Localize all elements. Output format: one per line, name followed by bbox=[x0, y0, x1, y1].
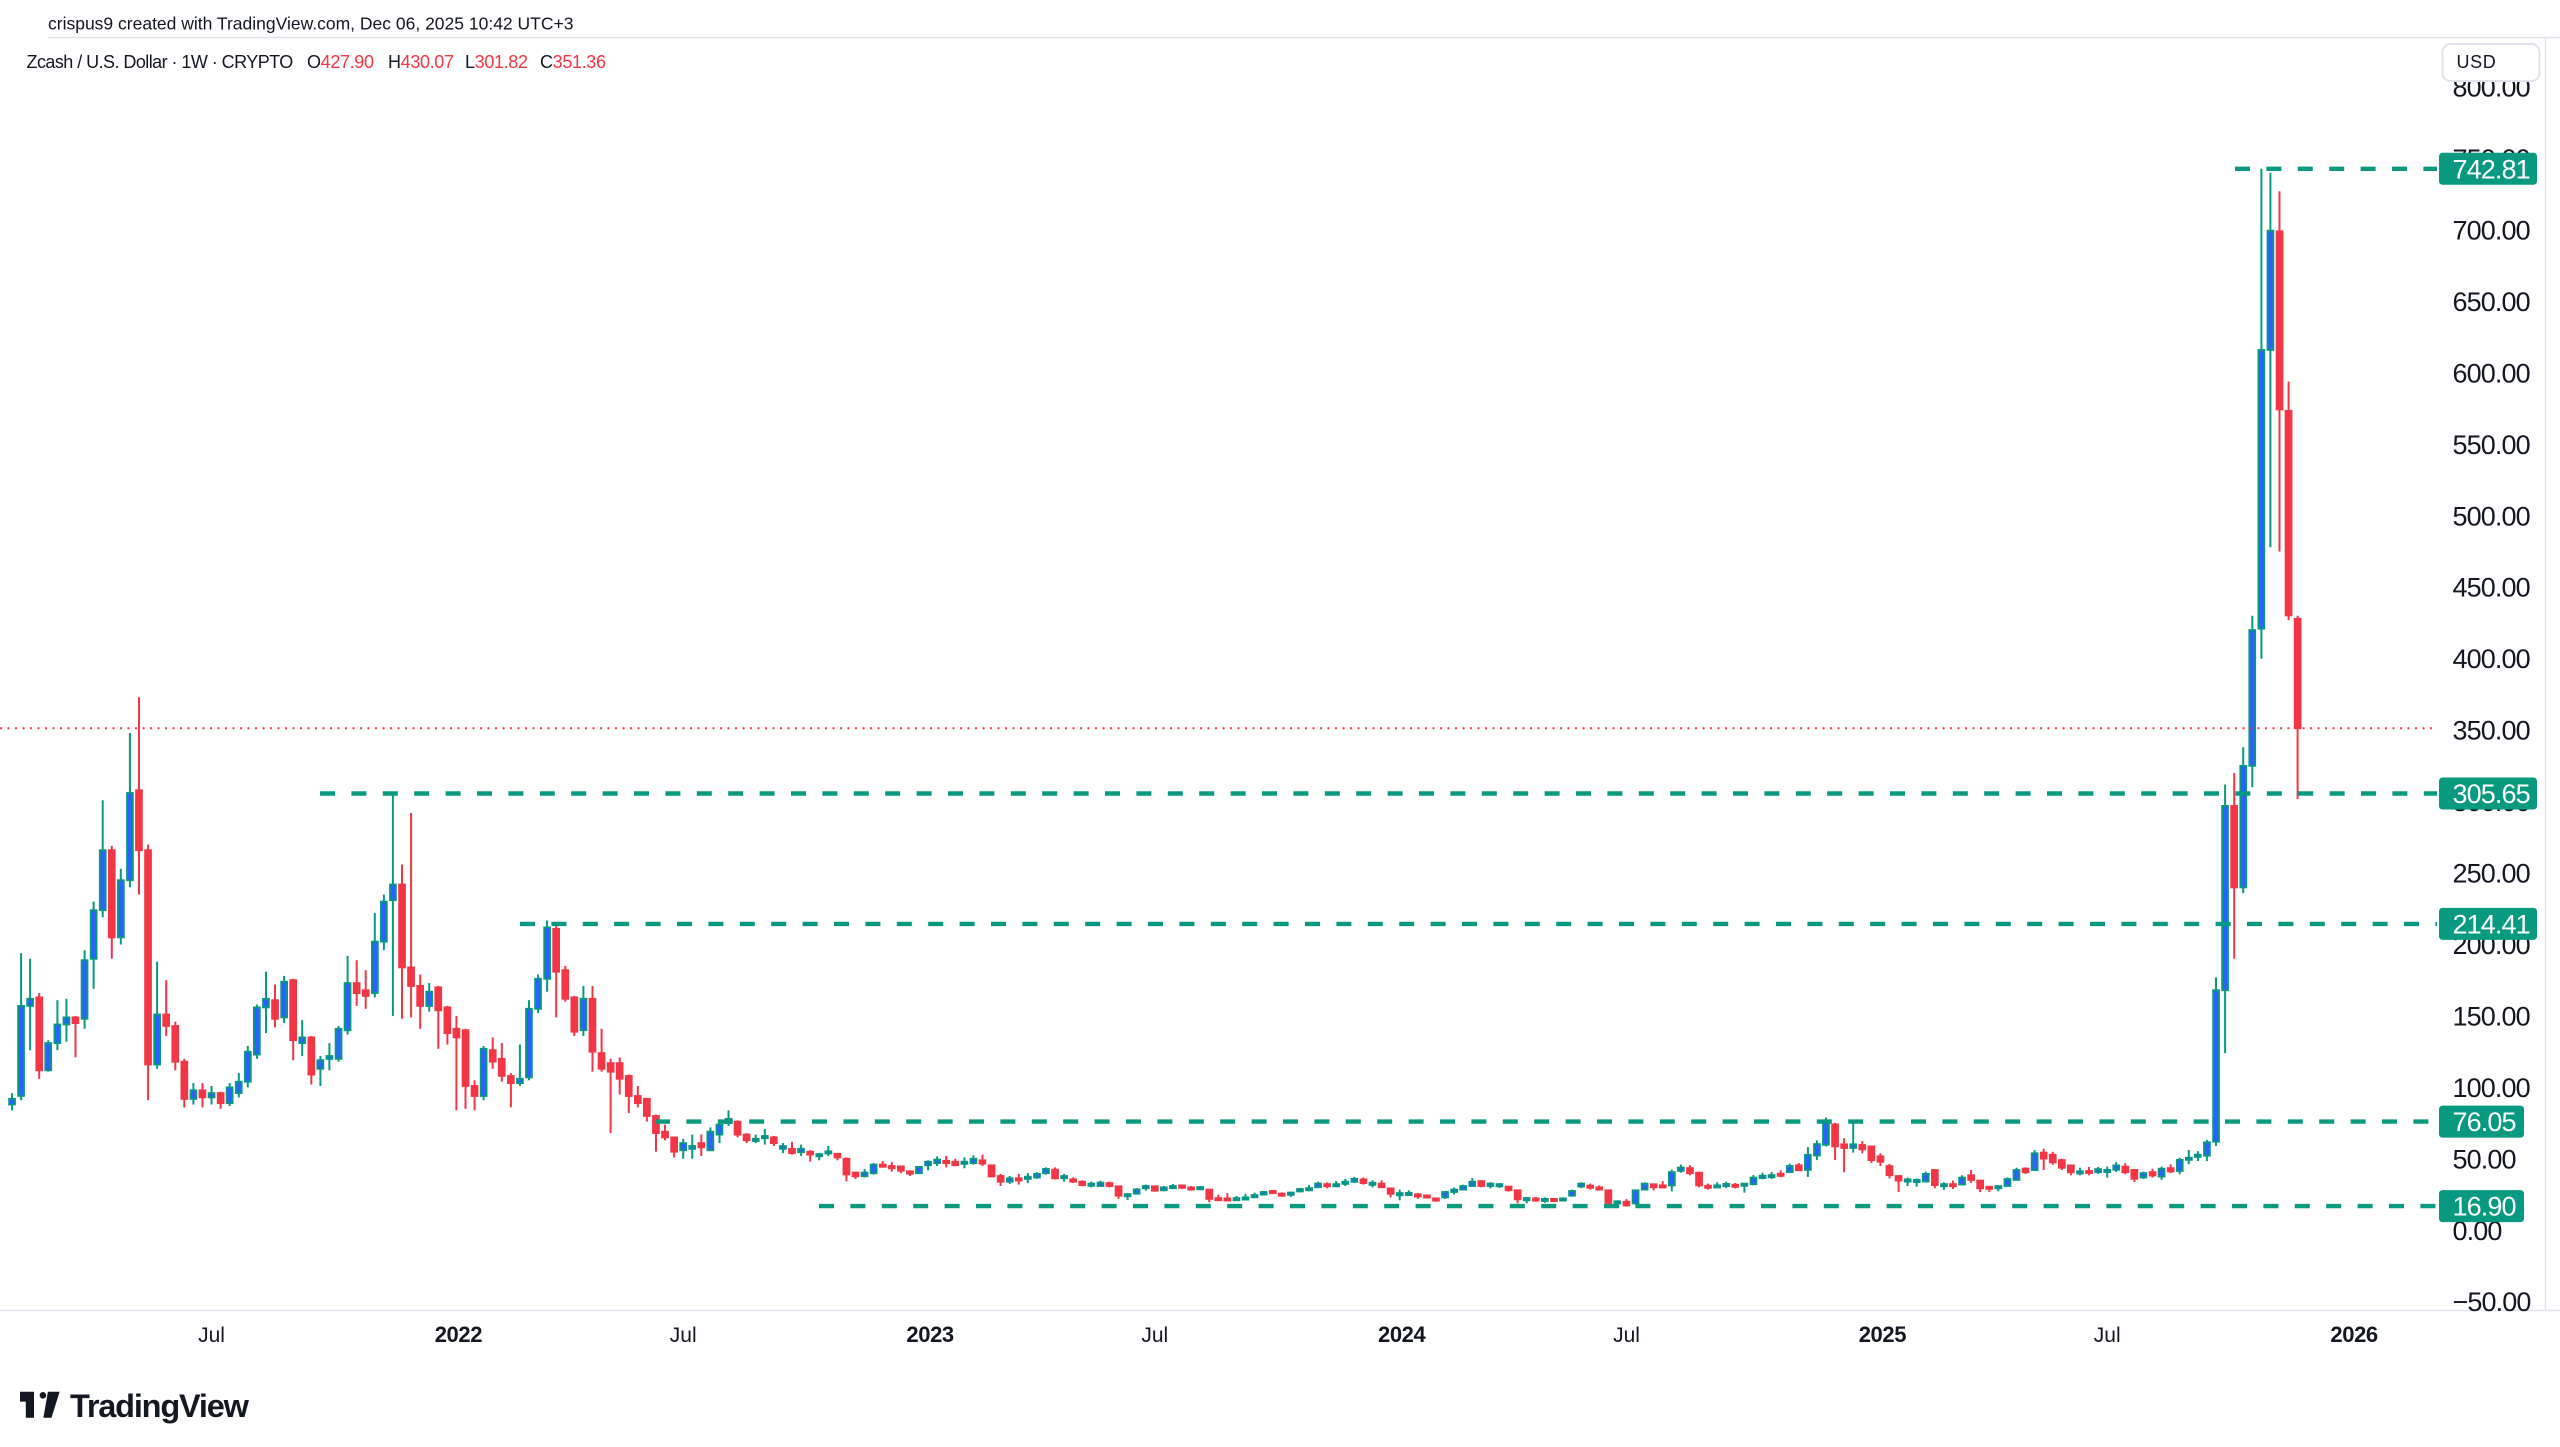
svg-text:2024: 2024 bbox=[1378, 1322, 1427, 1347]
svg-text:2023: 2023 bbox=[906, 1322, 954, 1347]
svg-text:350.00: 350.00 bbox=[2453, 716, 2530, 746]
svg-text:650.00: 650.00 bbox=[2453, 287, 2530, 317]
svg-text:−50.00: −50.00 bbox=[2453, 1287, 2531, 1317]
svg-text:50.00: 50.00 bbox=[2453, 1144, 2516, 1174]
svg-text:crispus9 created with TradingV: crispus9 created with TradingView.com, D… bbox=[48, 14, 573, 34]
svg-text:Jul: Jul bbox=[2094, 1324, 2121, 1347]
svg-text:500.00: 500.00 bbox=[2453, 501, 2530, 531]
svg-text:305.65: 305.65 bbox=[2453, 779, 2530, 809]
svg-text:C351.36: C351.36 bbox=[540, 52, 606, 72]
svg-text:250.00: 250.00 bbox=[2453, 859, 2530, 889]
svg-text:USD: USD bbox=[2457, 52, 2497, 72]
svg-text:16.90: 16.90 bbox=[2453, 1192, 2516, 1222]
svg-text:Jul: Jul bbox=[198, 1324, 225, 1347]
svg-text:Jul: Jul bbox=[1613, 1324, 1640, 1347]
svg-text:L301.82: L301.82 bbox=[465, 52, 528, 72]
svg-text:550.00: 550.00 bbox=[2453, 430, 2530, 460]
svg-text:400.00: 400.00 bbox=[2453, 644, 2530, 674]
svg-text:600.00: 600.00 bbox=[2453, 358, 2530, 388]
svg-text:214.41: 214.41 bbox=[2453, 909, 2530, 939]
svg-text:2025: 2025 bbox=[1859, 1322, 1907, 1347]
svg-text:150.00: 150.00 bbox=[2453, 1001, 2530, 1031]
svg-text:Zcash / U.S. Dollar · 1W · CRY: Zcash / U.S. Dollar · 1W · CRYPTO bbox=[27, 52, 294, 72]
svg-text:700.00: 700.00 bbox=[2453, 216, 2530, 246]
svg-text:76.05: 76.05 bbox=[2453, 1107, 2516, 1137]
svg-text:H430.07: H430.07 bbox=[388, 52, 454, 72]
svg-text:742.81: 742.81 bbox=[2453, 154, 2530, 184]
svg-text:100.00: 100.00 bbox=[2453, 1073, 2530, 1103]
svg-text:O427.90: O427.90 bbox=[307, 52, 374, 72]
svg-text:2026: 2026 bbox=[2330, 1322, 2378, 1347]
svg-text:Jul: Jul bbox=[670, 1324, 697, 1347]
svg-text:TradingView: TradingView bbox=[70, 1388, 250, 1424]
svg-text:450.00: 450.00 bbox=[2453, 573, 2530, 603]
svg-text:2022: 2022 bbox=[435, 1322, 483, 1347]
svg-text:Jul: Jul bbox=[1141, 1324, 1168, 1347]
